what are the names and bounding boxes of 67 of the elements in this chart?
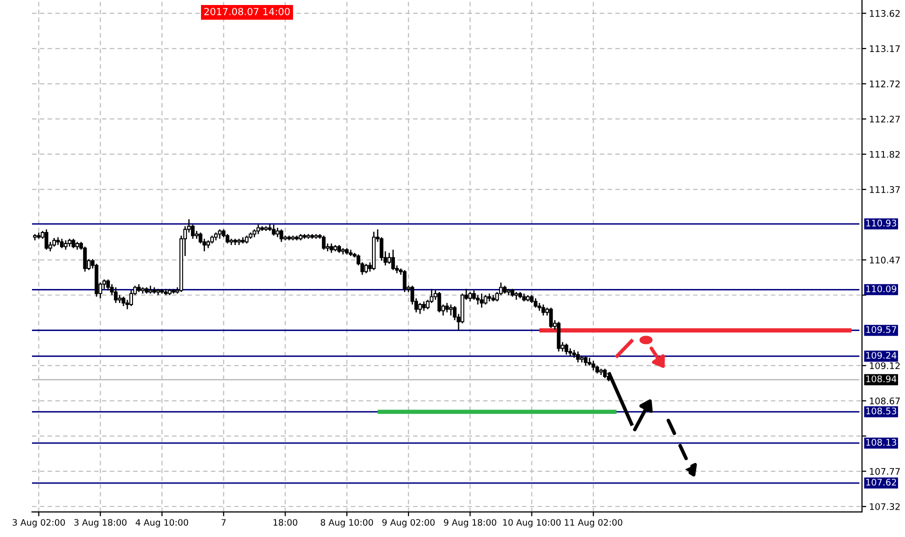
y-tick-label: 111.82: [870, 150, 900, 158]
y-tick-label: 110.47: [870, 256, 900, 264]
x-tick-label: 4 Aug 10:00: [136, 519, 188, 528]
candlestick: [83, 246, 87, 272]
y-tick-label: 109.12: [870, 362, 900, 370]
ref-line-label: 109.24: [866, 352, 896, 359]
y-tick-label: 107.32: [870, 503, 900, 510]
candlestick: [272, 224, 276, 236]
candlestick: [402, 269, 406, 293]
candlestick: [468, 291, 472, 302]
y-tick-label: 112.72: [870, 80, 900, 88]
x-tick-label: 3 Aug 02:00: [12, 519, 65, 528]
x-tick-label: 9 Aug 18:00: [444, 519, 496, 528]
candlestick: [129, 290, 134, 307]
candlestick: [564, 343, 568, 356]
candlestick: [60, 238, 64, 249]
candlestick: [226, 233, 230, 244]
candlestick: [549, 307, 553, 329]
candlestick: [44, 228, 48, 250]
candlestick: [584, 356, 588, 366]
candlestick: [256, 224, 260, 235]
candlestick: [476, 294, 480, 306]
x-tick-label: 9 Aug 02:00: [382, 519, 435, 528]
ref-line-label: 110.93: [866, 220, 896, 227]
y-tick-label: 113.62: [870, 10, 900, 17]
ref-line-label: 110.09: [866, 285, 896, 292]
y-tick-label: 112.27: [870, 116, 900, 122]
ref-line-label: 109.57: [866, 326, 896, 333]
x-tick-label: 7: [222, 519, 226, 526]
x-tick-label: 11 Aug 02:00: [564, 519, 622, 528]
candlestick: [322, 235, 326, 250]
ref-line-label: 107.62: [866, 478, 896, 486]
candlestick: [472, 290, 476, 300]
candlestick: [64, 240, 68, 250]
candlestick: [422, 300, 426, 312]
candlestick: [330, 242, 334, 254]
ref-line-label: 108.53: [866, 408, 896, 414]
candlestick: [106, 278, 110, 292]
candlestick: [122, 296, 126, 307]
candlestick: [445, 302, 449, 313]
x-tick-label: 10 Aug 10:00: [503, 519, 561, 528]
candlestick: [480, 292, 484, 308]
y-tick-label: 113.17: [870, 45, 900, 52]
candlestick: [364, 263, 368, 274]
ref-line-label: 108.94: [866, 375, 896, 382]
x-tick-label: 18:00: [274, 519, 298, 526]
candlestick: [276, 227, 280, 238]
candlestick: [592, 360, 596, 371]
candlestick: [534, 298, 538, 308]
x-tick-label: 8 Aug 10:00: [320, 519, 373, 528]
annotation: 2017.08.07 14:00: [204, 8, 290, 16]
candlestick: [391, 249, 395, 271]
candlestick: [72, 238, 76, 249]
candlestick: [541, 304, 546, 316]
candlestick: [576, 350, 580, 364]
x-tick-label: 3 Aug 18:00: [74, 519, 126, 528]
candlestick: [437, 291, 442, 313]
candlestick: [449, 304, 453, 316]
candlestick: [280, 228, 284, 243]
y-tick-label: 108.67: [870, 398, 900, 404]
candlestick: [218, 228, 222, 240]
ref-line-label: 108.13: [866, 438, 896, 446]
candlestick: [484, 294, 488, 306]
candlestick: [418, 302, 422, 315]
candlestick: [114, 286, 118, 304]
y-tick-label: 111.37: [870, 186, 900, 194]
y-tick-label: 107.77: [870, 468, 900, 475]
